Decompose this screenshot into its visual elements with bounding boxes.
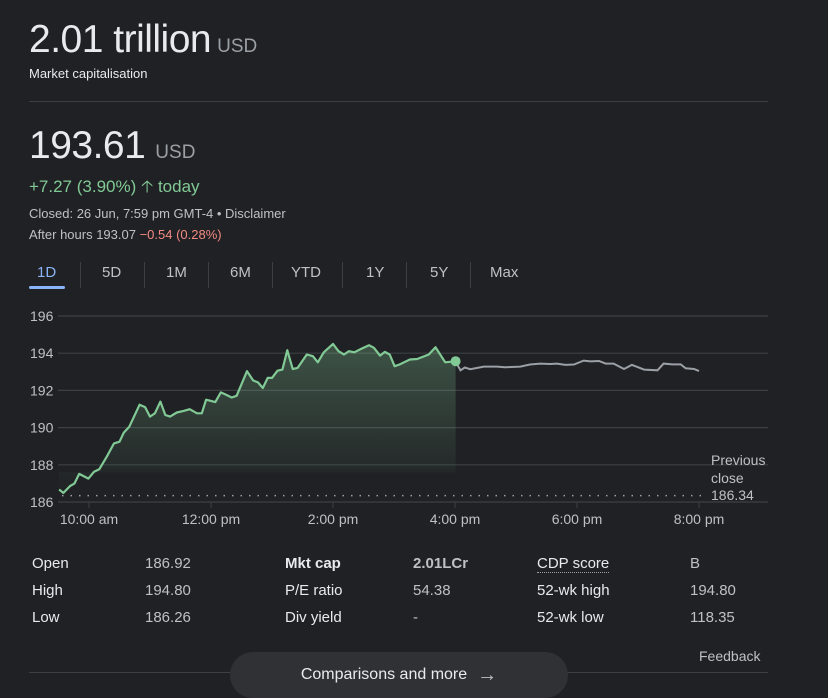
tab-5y[interactable]: 5Y xyxy=(430,264,449,281)
stat-label: Mkt cap xyxy=(285,555,341,572)
tab-separator xyxy=(272,262,273,288)
tab-separator xyxy=(208,262,209,288)
y-tick-label: 188 xyxy=(30,457,54,473)
y-tick-label: 194 xyxy=(30,345,54,361)
stat-value: B xyxy=(690,555,701,572)
tab-separator xyxy=(80,262,81,288)
cdp-score-link[interactable]: CDP score xyxy=(537,555,610,573)
stat-label: Low xyxy=(32,609,60,626)
tab-1d[interactable]: 1D xyxy=(37,264,57,281)
tab-1m[interactable]: 1M xyxy=(166,264,187,281)
stat-label: Div yield xyxy=(285,609,342,626)
after-hours-price: After hours 193.07 xyxy=(29,227,136,242)
closed-text: Closed: 26 Jun, 7:59 pm GMT-4 • xyxy=(29,206,226,221)
stat-value: 194.80 xyxy=(690,582,736,599)
active-tab-indicator xyxy=(29,286,65,289)
x-tick-label: 2:00 pm xyxy=(308,511,359,527)
comparisons-label: Comparisons and more xyxy=(300,666,468,683)
x-tick-label: 8:00 pm xyxy=(674,511,725,527)
after-hours-line xyxy=(454,359,700,373)
arrow-up-icon: 🡡 xyxy=(141,177,154,196)
close-marker xyxy=(450,356,461,367)
price: 193.61 USD xyxy=(29,124,195,168)
previous-close-value: 186.34 xyxy=(711,487,754,503)
stat-label: P/E ratio xyxy=(285,582,343,599)
y-tick-label: 186 xyxy=(30,494,54,510)
previous-close-label-1: Previous xyxy=(711,452,765,468)
x-tick-label: 6:00 pm xyxy=(552,511,603,527)
stat-value: 186.26 xyxy=(145,609,191,626)
x-tick-label: 12:00 pm xyxy=(182,511,240,527)
market-cap-label: Market capitalisation xyxy=(29,66,148,81)
stat-label: 52-wk high xyxy=(537,582,610,599)
price-change-suffix: today xyxy=(157,177,200,196)
tab-separator xyxy=(342,262,343,288)
disclaimer-link[interactable]: Disclaimer xyxy=(225,206,286,221)
x-tick-label: 10:00 am xyxy=(60,511,118,527)
stat-value: 118.35 xyxy=(690,609,735,626)
price-area-fill xyxy=(59,343,456,493)
tab-separator xyxy=(144,262,145,288)
divider xyxy=(29,101,768,102)
price-line xyxy=(58,342,456,494)
stat-label: 52-wk low xyxy=(537,609,604,626)
tab-max[interactable]: Max xyxy=(490,264,519,281)
price-chart[interactable]: 186 188 190 192 194 196 10:00 am 12:00 pm 2:00 p… xyxy=(0,300,828,540)
stat-value: - xyxy=(413,609,418,626)
price-change: +7.27 (3.90%) 🡡 today xyxy=(29,174,200,203)
after-hours: After hours 193.07 −0.54 (0.28%) xyxy=(29,227,222,242)
price-currency: USD xyxy=(155,142,196,163)
tab-ytd[interactable]: YTD xyxy=(291,264,321,281)
tab-separator xyxy=(470,262,471,288)
after-hours-change: −0.54 (0.28%) xyxy=(139,227,222,242)
feedback-link[interactable]: Feedback xyxy=(699,648,761,664)
price-value: 193.61 xyxy=(29,124,146,167)
previous-close-label-2: close xyxy=(711,470,744,486)
tab-5d[interactable]: 5D xyxy=(102,264,122,281)
tab-separator xyxy=(406,262,407,288)
market-cap-currency: USD xyxy=(217,36,258,57)
comparisons-button[interactable]: Comparisons and more → xyxy=(230,652,568,698)
market-cap: 2.01 trillion USD xyxy=(29,18,257,62)
stat-label: Open xyxy=(32,555,69,572)
y-tick-label: 192 xyxy=(30,382,54,398)
market-cap-value: 2.01 trillion xyxy=(29,18,212,61)
y-tick-label: 196 xyxy=(30,308,54,324)
stat-value: 2.01LCr xyxy=(413,555,469,572)
stat-label: High xyxy=(32,582,63,599)
stat-value: 186.92 xyxy=(145,555,191,572)
arrow-right-icon: → xyxy=(477,663,498,686)
x-tick-label: 4:00 pm xyxy=(430,511,481,527)
y-tick-label: 190 xyxy=(30,420,54,436)
tab-1y[interactable]: 1Y xyxy=(366,264,385,281)
closed-info: Closed: 26 Jun, 7:59 pm GMT-4 • Disclaim… xyxy=(29,206,286,221)
tab-6m[interactable]: 6M xyxy=(230,264,251,281)
stat-value: 194.80 xyxy=(145,582,191,599)
stat-value: 54.38 xyxy=(413,582,451,599)
price-change-value: +7.27 (3.90%) xyxy=(29,177,137,196)
